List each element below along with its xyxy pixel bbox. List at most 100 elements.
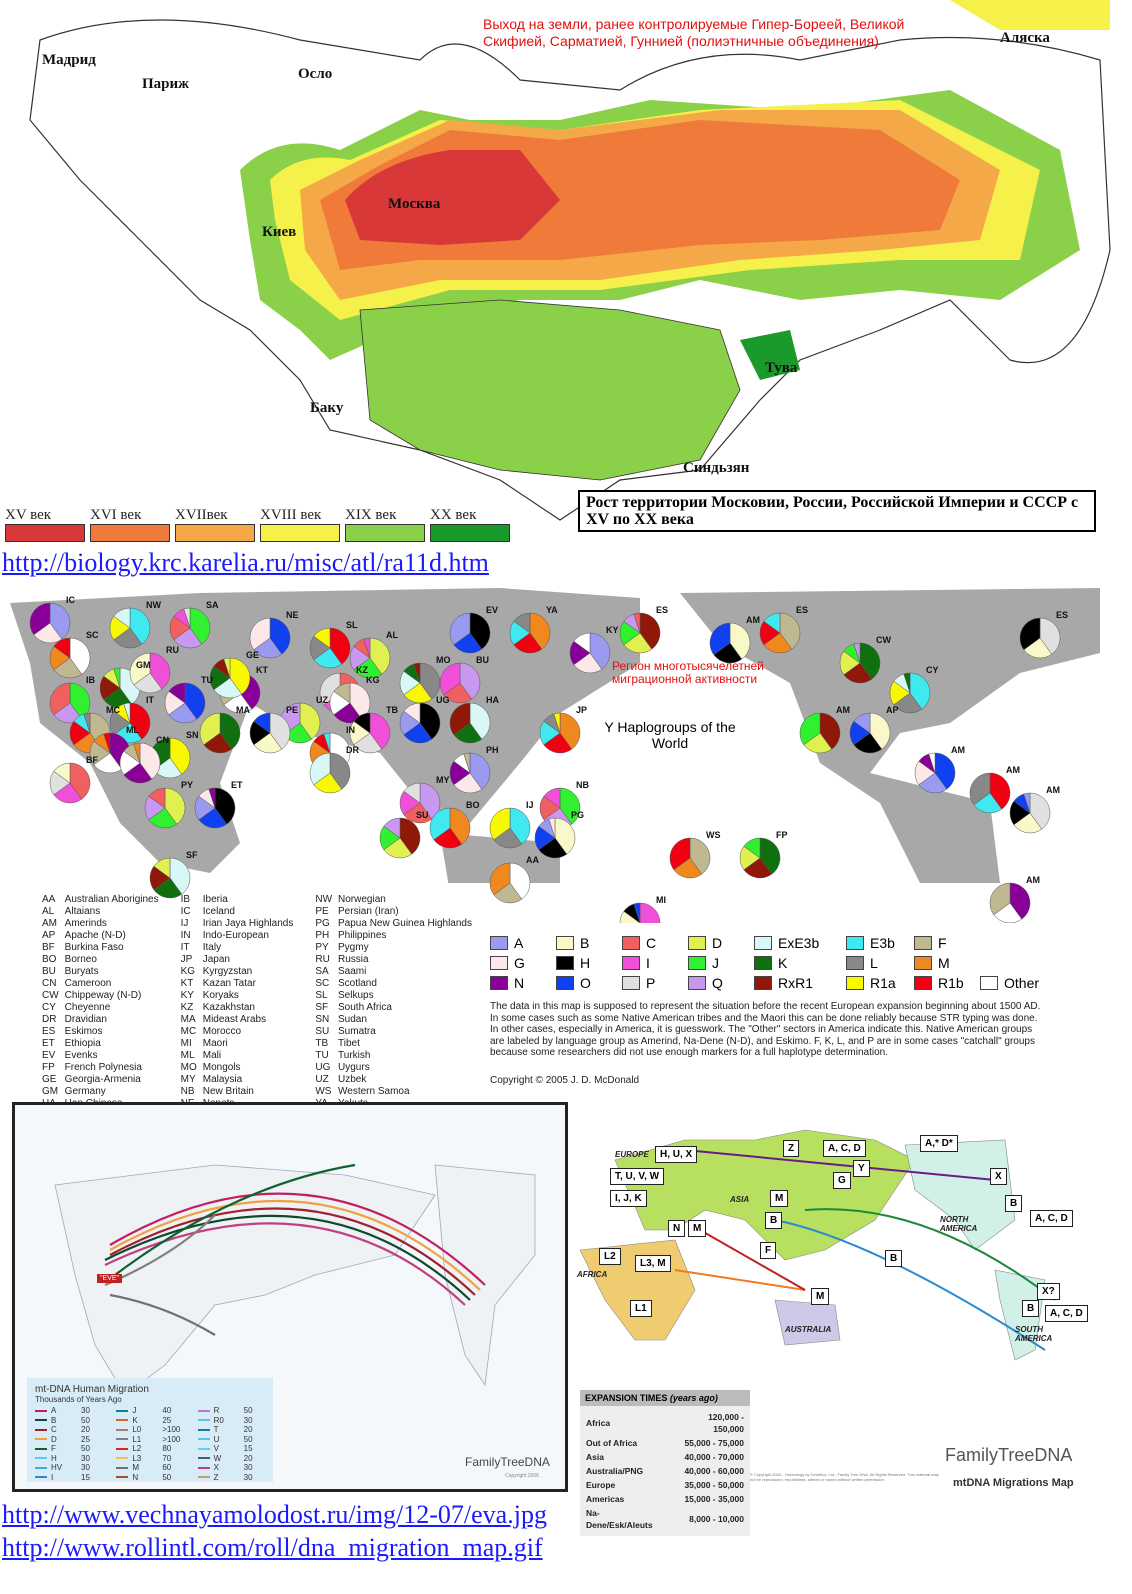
region: Australia/PNG bbox=[586, 1466, 644, 1476]
abbreviation-row: NB New Britain bbox=[181, 1087, 298, 1097]
abbreviation-row: SC Scotland bbox=[315, 979, 476, 989]
abbr-code: FP bbox=[42, 1062, 55, 1073]
pie-label: AM bbox=[951, 745, 965, 755]
pie-label: BF bbox=[86, 755, 98, 765]
region-label: SOUTH AMERICA bbox=[1015, 1325, 1053, 1343]
pie-label: SF bbox=[186, 850, 198, 860]
abbreviation-row: TB Tibet bbox=[315, 1039, 476, 1049]
abbr-name: Irian Jaya Highlands bbox=[202, 918, 294, 929]
pie-slice bbox=[299, 702, 321, 740]
city-label: Мадрид bbox=[42, 52, 96, 68]
pie-slice bbox=[403, 782, 421, 804]
pie-slice bbox=[743, 857, 773, 879]
pie-label: BO bbox=[466, 800, 480, 810]
legend-item: H 30 bbox=[35, 1454, 102, 1464]
legend-swatch bbox=[556, 976, 574, 990]
haplogroup-label: V bbox=[213, 1444, 219, 1454]
abbr-name: Altaians bbox=[64, 906, 101, 917]
pie-slice bbox=[53, 637, 71, 659]
region: Out of Africa bbox=[586, 1438, 638, 1448]
pie-slice bbox=[493, 827, 523, 849]
pie-slice bbox=[253, 732, 283, 754]
legend-swatch bbox=[754, 956, 772, 970]
age-value: 70 bbox=[162, 1453, 172, 1463]
map-title: Y Haplogroups of the World bbox=[604, 719, 736, 751]
abbr-name: Saami bbox=[338, 966, 367, 977]
haplogroup-box: H, U, X bbox=[655, 1146, 698, 1163]
expansion-row: Asia 40,000 - 70,000 bbox=[582, 1451, 748, 1463]
abbr-code: BO bbox=[42, 954, 57, 965]
legend-swatch bbox=[754, 936, 772, 950]
pie-label: FP bbox=[776, 830, 788, 840]
table-title: EXPANSION TIMES bbox=[585, 1393, 668, 1403]
abbr-name: Burkina Faso bbox=[64, 942, 124, 953]
legend-label: RxR1 bbox=[778, 975, 814, 991]
haplogroup-box: M bbox=[811, 1288, 830, 1305]
legend-swatch bbox=[622, 976, 640, 990]
pie-slice bbox=[439, 662, 461, 696]
legend-label: N bbox=[514, 975, 525, 991]
pie-slice bbox=[509, 807, 531, 845]
legend-swatch bbox=[622, 936, 640, 950]
century-label: XVIII век bbox=[260, 507, 322, 523]
abbr-code: PE bbox=[315, 906, 329, 917]
pie-slice bbox=[219, 712, 241, 750]
city-label: Тува bbox=[765, 360, 798, 376]
pie-slice bbox=[253, 712, 271, 734]
abbr-name: Cheyenne bbox=[64, 1002, 111, 1013]
haplogroup-label: HV bbox=[51, 1463, 63, 1473]
pie-label: ML bbox=[126, 725, 139, 735]
haplogroup-box: L1 bbox=[630, 1300, 652, 1317]
pie-slice bbox=[223, 692, 253, 714]
pie-slice bbox=[103, 732, 111, 754]
route-line-swatch bbox=[197, 1419, 210, 1422]
haplogroup-label: N bbox=[132, 1472, 139, 1482]
legend-item: M 60 bbox=[116, 1463, 183, 1473]
age-value: 30 bbox=[81, 1463, 90, 1473]
pie-slice bbox=[383, 817, 401, 839]
haplogroup-box: F bbox=[760, 1242, 777, 1259]
abbr-code: KG bbox=[180, 966, 196, 977]
pie-slice bbox=[729, 622, 751, 660]
legend-swatch bbox=[914, 936, 932, 950]
abbr-code: SN bbox=[315, 1014, 330, 1025]
pie-label: AM bbox=[1006, 765, 1020, 775]
legend-item: E3b bbox=[846, 933, 914, 953]
expansion-row: Out of Africa 55,000 - 75,000 bbox=[582, 1437, 748, 1449]
abbreviation-row: IC Iceland bbox=[181, 907, 298, 917]
abbr-code: JP bbox=[180, 954, 193, 965]
pie-slice bbox=[214, 787, 236, 825]
pie-slice bbox=[168, 682, 186, 704]
pie-slice bbox=[184, 682, 206, 720]
pie-slice bbox=[139, 742, 161, 780]
century-item: XVIIвек bbox=[175, 507, 255, 542]
pie-slice bbox=[554, 817, 576, 855]
pie-label: SN bbox=[186, 730, 199, 740]
abbreviation-row: AA Australian Aborigines bbox=[42, 895, 163, 905]
legend-item: N bbox=[490, 973, 556, 993]
pie-slice bbox=[69, 637, 91, 675]
haplogroup-label: H bbox=[51, 1453, 57, 1463]
route-line-swatch bbox=[116, 1419, 129, 1422]
age-value: 30 bbox=[81, 1453, 90, 1463]
age-value: 25 bbox=[162, 1415, 172, 1425]
pie-label: HA bbox=[486, 695, 499, 705]
pie-label: PH bbox=[486, 745, 499, 755]
legend-label: B bbox=[580, 935, 590, 951]
route-line-swatch bbox=[116, 1457, 129, 1460]
source-link[interactable]: http://biology.krc.karelia.ru/misc/atl/r… bbox=[2, 548, 489, 577]
pie-label: PG bbox=[571, 810, 585, 820]
abbr-name: Pygmy bbox=[338, 942, 369, 953]
pie-label: KZ bbox=[356, 665, 368, 675]
age-value: 50 bbox=[81, 1444, 90, 1454]
source-link[interactable]: http://www.vechnayamolodost.ru/img/12-07… bbox=[2, 1500, 547, 1529]
abbreviation-column: AA Australian Aborigines AL Altaians AM Ameri… bbox=[40, 893, 165, 1111]
abbr-name: Morocco bbox=[202, 1026, 242, 1037]
haplogroup-label: B bbox=[51, 1415, 57, 1425]
pie-label: NB bbox=[576, 780, 589, 790]
legend-swatch bbox=[754, 976, 772, 990]
source-link[interactable]: http://www.rollintl.com/roll/dna_migrati… bbox=[2, 1533, 543, 1562]
abbreviation-row: BF Burkina Faso bbox=[42, 943, 163, 953]
legend-label: H bbox=[580, 955, 591, 971]
century-swatch bbox=[90, 524, 170, 542]
